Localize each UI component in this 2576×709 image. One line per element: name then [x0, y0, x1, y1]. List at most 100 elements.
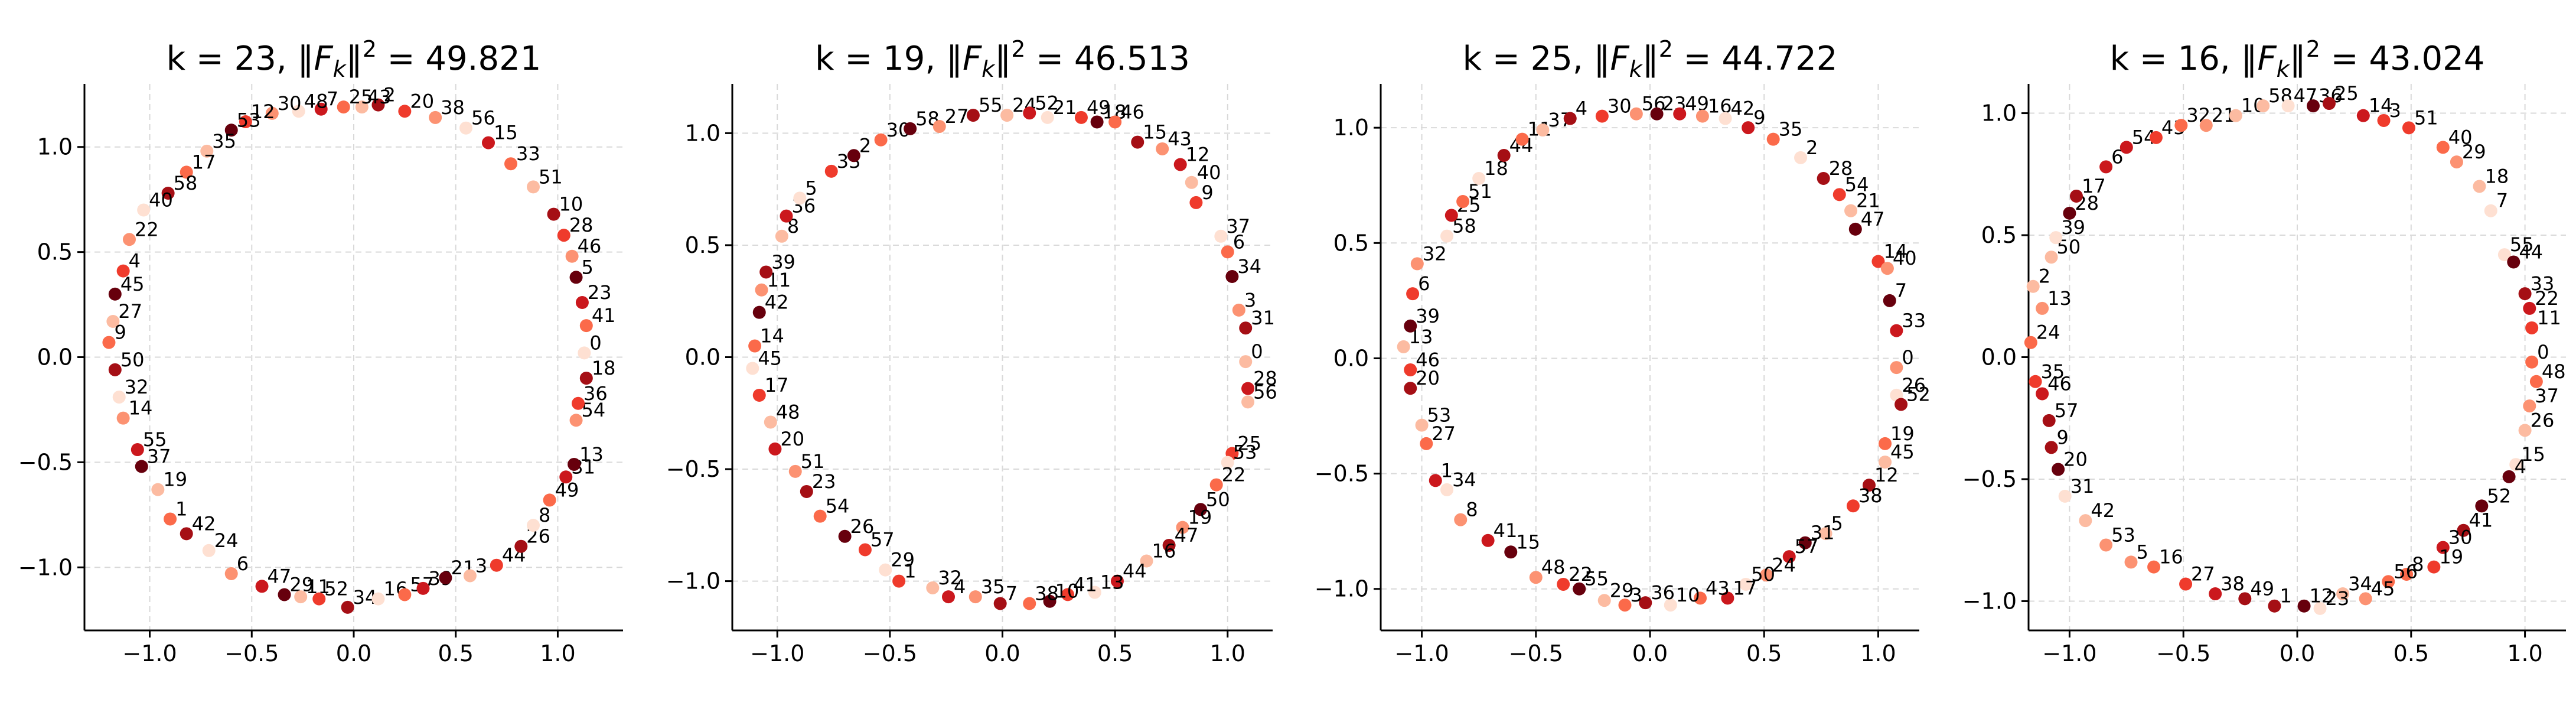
- data-point: [398, 588, 412, 601]
- point-label: 48: [304, 90, 328, 112]
- data-point: [1454, 513, 1468, 526]
- point-label: 27: [945, 105, 969, 128]
- y-tick-label: 0.0: [1333, 345, 1369, 371]
- data-point: [1221, 245, 1234, 259]
- data-point: [2036, 301, 2049, 315]
- data-point: [2484, 204, 2497, 217]
- data-point: [1862, 479, 1876, 492]
- data-point: [337, 100, 350, 114]
- data-point: [2238, 592, 2252, 606]
- chart-title: k = 25, ‖Fk‖2 = 44.722: [1463, 36, 1838, 82]
- data-point: [969, 590, 982, 604]
- x-tick-label: −1.0: [122, 640, 177, 666]
- data-point: [1061, 588, 1075, 601]
- point-label: 55: [979, 94, 1003, 116]
- title-norm-close: ‖: [2290, 40, 2306, 78]
- x-tick-label: −0.5: [863, 640, 917, 666]
- data-point: [2174, 119, 2188, 132]
- y-tick-label: 1.0: [1333, 115, 1369, 141]
- data-point: [768, 442, 782, 456]
- data-point: [180, 527, 193, 541]
- point-label: 42: [2091, 499, 2115, 522]
- x-tick-label: −1.0: [2042, 640, 2096, 666]
- x-tick-label: 0.5: [438, 640, 474, 666]
- point-label: 49: [1087, 96, 1111, 119]
- point-label: 10: [559, 193, 583, 216]
- data-point: [2149, 131, 2163, 144]
- data-point: [2518, 424, 2532, 437]
- data-point: [2052, 463, 2065, 476]
- point-label: 48: [2542, 360, 2566, 383]
- point-label: 23: [588, 281, 612, 304]
- point-label: 25: [1237, 432, 1261, 455]
- title-norm-sub: k: [333, 56, 347, 82]
- data-point: [2120, 141, 2133, 154]
- title-norm-value: 43.024: [2369, 40, 2484, 78]
- point-label: 6: [1233, 230, 1245, 253]
- point-label: 0: [589, 331, 601, 354]
- x-tick-label: −0.5: [224, 640, 279, 666]
- point-label: 39: [2061, 216, 2085, 239]
- data-point: [1536, 123, 1550, 137]
- point-label: 22: [1569, 563, 1593, 586]
- data-point: [2436, 141, 2450, 154]
- y-tick-label: −0.5: [18, 449, 73, 475]
- data-point: [759, 265, 773, 279]
- data-point: [1406, 287, 1420, 301]
- point-label: 18: [592, 357, 616, 379]
- data-point: [1848, 222, 1862, 236]
- data-point: [2377, 113, 2391, 127]
- point-label: 53: [1427, 404, 1452, 427]
- data-point: [1650, 107, 1664, 121]
- data-point: [1695, 109, 1709, 123]
- point-label: 14: [129, 397, 153, 419]
- data-point: [371, 98, 385, 112]
- point-label: 6: [237, 552, 249, 575]
- x-tick-label: 1.0: [2507, 640, 2542, 666]
- data-point: [1515, 132, 1529, 146]
- data-point: [202, 544, 216, 557]
- y-tick-label: 0.0: [37, 344, 73, 370]
- y-tick-label: −1.0: [1315, 576, 1369, 602]
- title-norm-open: , ‖: [2220, 40, 2258, 78]
- data-point: [1719, 112, 1732, 125]
- data-point: [416, 581, 430, 595]
- data-point: [131, 443, 144, 457]
- data-point: [151, 483, 165, 496]
- chart-title: k = 19, ‖Fk‖2 = 46.513: [815, 36, 1190, 82]
- point-label: 41: [592, 304, 616, 327]
- data-point: [847, 149, 860, 162]
- point-label: 40: [1893, 247, 1917, 269]
- point-label: 9: [114, 321, 126, 344]
- point-label: 22: [1222, 464, 1246, 486]
- chart-title: k = 16, ‖Fk‖2 = 43.024: [2110, 36, 2485, 82]
- point-label: 6: [2111, 145, 2123, 168]
- point-label: 46: [2047, 372, 2072, 395]
- x-tick-label: −1.0: [750, 640, 804, 666]
- y-tick-label: 1.0: [685, 120, 720, 146]
- data-point: [1890, 324, 1903, 337]
- data-point: [858, 543, 872, 557]
- data-point: [527, 519, 540, 532]
- data-point: [568, 457, 581, 471]
- point-label: 38: [441, 96, 465, 119]
- point-label: 15: [494, 122, 518, 144]
- data-point: [224, 567, 238, 580]
- data-point: [2400, 568, 2414, 581]
- data-point: [2099, 538, 2113, 552]
- chart-panel-2: −1.0 −0.5 0.0 0.5 1.0−1.0−0.50.00.51.0k = 19…: [666, 36, 1277, 666]
- point-label: 24: [2036, 321, 2060, 344]
- point-label: 48: [1541, 556, 1566, 578]
- data-point: [2382, 575, 2395, 588]
- data-point: [2525, 355, 2539, 369]
- point-label: 27: [2191, 563, 2215, 586]
- data-point: [543, 493, 556, 507]
- data-point: [294, 590, 308, 604]
- data-point: [565, 249, 579, 263]
- data-point: [161, 187, 175, 200]
- x-tick-label: −0.5: [1509, 640, 1563, 666]
- point-label: 47: [268, 565, 292, 587]
- point-label: 8: [539, 504, 550, 526]
- point-label: 15: [1516, 531, 1540, 553]
- point-label: 29: [891, 549, 915, 571]
